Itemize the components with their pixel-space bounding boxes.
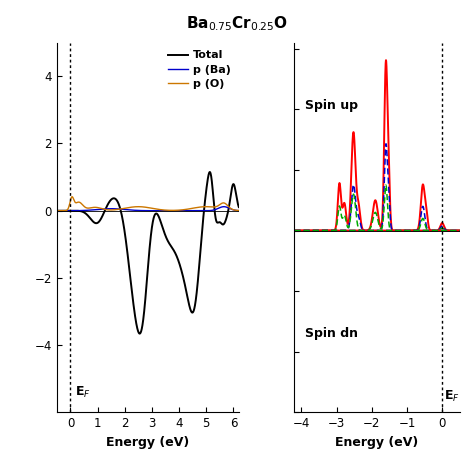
p (O) — [213, 204, 219, 210]
X-axis label: Energy (eV): Energy (eV) — [106, 436, 190, 449]
Total — [233, 187, 238, 193]
Legend: Total, p (Ba), p (O): Total, p (Ba), p (O) — [165, 48, 233, 91]
Total — [213, 216, 219, 222]
p (Ba) — [132, 208, 137, 213]
p (O) — [132, 204, 137, 210]
p (Ba) — [54, 208, 60, 214]
p (Ba) — [86, 208, 91, 213]
Total — [207, 169, 213, 175]
p (O) — [124, 205, 129, 211]
p (Ba) — [188, 208, 193, 214]
Line: p (Ba): p (Ba) — [57, 207, 239, 211]
p (Ba) — [233, 208, 238, 213]
p (O) — [86, 205, 91, 211]
Total — [75, 208, 81, 214]
Line: p (O): p (O) — [57, 197, 239, 211]
Total — [124, 244, 129, 249]
Total — [236, 204, 242, 210]
Line: Total: Total — [57, 172, 239, 334]
Text: Spin up: Spin up — [305, 100, 358, 112]
p (Ba) — [75, 208, 81, 213]
Total — [137, 331, 143, 337]
Text: E$_F$: E$_F$ — [74, 384, 91, 400]
p (O) — [236, 208, 242, 213]
Total — [54, 208, 60, 214]
p (O) — [75, 200, 81, 205]
Text: E$_F$: E$_F$ — [444, 389, 460, 404]
Text: Spin dn: Spin dn — [305, 327, 358, 339]
p (Ba) — [213, 207, 219, 212]
p (O) — [54, 208, 60, 214]
Total — [86, 213, 91, 219]
p (Ba) — [236, 208, 242, 213]
p (Ba) — [221, 204, 227, 210]
p (O) — [69, 194, 75, 200]
p (O) — [232, 207, 238, 213]
X-axis label: Energy (eV): Energy (eV) — [336, 436, 419, 449]
Text: Ba$_{0.75}$Cr$_{0.25}$O: Ba$_{0.75}$Cr$_{0.25}$O — [186, 14, 288, 33]
p (Ba) — [124, 207, 129, 212]
Total — [132, 310, 137, 315]
